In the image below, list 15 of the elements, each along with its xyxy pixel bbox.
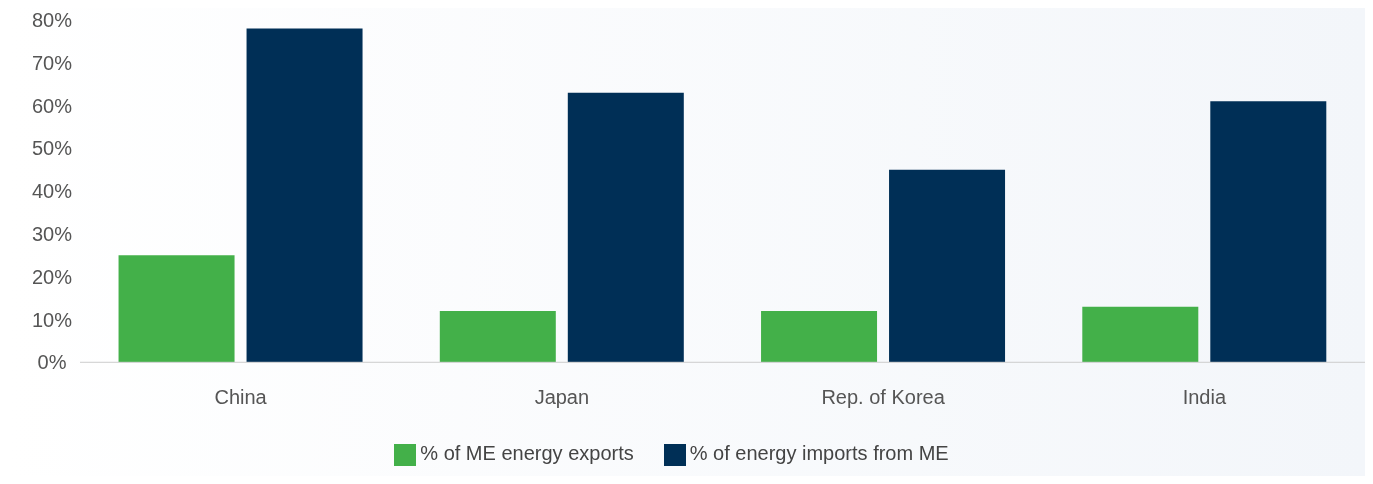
x-tick-label: India: [1182, 386, 1227, 409]
y-tick-label: 10%: [31, 308, 73, 331]
y-tick-label: 70%: [31, 51, 73, 74]
y-tick-label: 50%: [31, 137, 73, 160]
y-tick-label: 60%: [31, 94, 73, 117]
legend-label: % of energy imports from ME: [689, 442, 949, 465]
y-tick-label: 20%: [31, 265, 73, 288]
x-tick-label: Rep. of Korea: [821, 386, 946, 409]
legend-label: % of ME energy exports: [420, 442, 634, 465]
y-tick-label: 30%: [31, 223, 73, 246]
y-tick-label: 40%: [31, 180, 73, 203]
y-tick-label: 80%: [31, 9, 73, 32]
y-tick-label: 0%: [37, 351, 67, 374]
x-tick-label: Japan: [534, 386, 590, 409]
x-tick-label: China: [214, 386, 268, 409]
